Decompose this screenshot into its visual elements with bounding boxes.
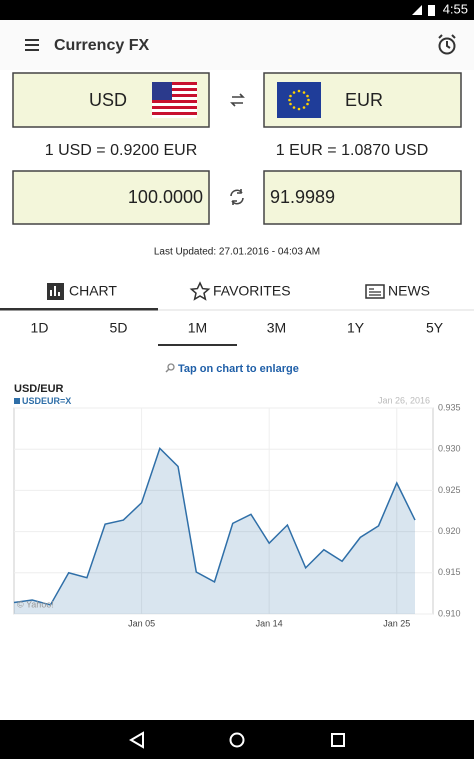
app-bar	[0, 20, 474, 70]
x-tick-label: Jan 14	[256, 618, 283, 628]
range-option[interactable]: 5Y	[426, 320, 444, 336]
chart-tab[interactable]: CHART	[47, 283, 117, 300]
recents-button[interactable]	[331, 733, 345, 747]
nav-bar	[0, 720, 474, 759]
menu-button[interactable]	[25, 39, 39, 51]
swap-button[interactable]	[230, 93, 245, 107]
news-tab[interactable]: NEWS	[365, 283, 430, 299]
chart-title: USD/EUR	[14, 383, 64, 395]
from-currency-code: USD	[89, 90, 127, 110]
line	[13, 446, 416, 606]
range-option[interactable]: 1M	[188, 320, 207, 336]
status-time: 4:55	[443, 1, 468, 16]
battery-icon	[428, 5, 435, 16]
from-amount-field[interactable]	[12, 170, 210, 225]
to-rate: 1 EUR = 1.0870 USD	[276, 142, 429, 159]
y-tick-label: 0.925	[438, 485, 461, 495]
app-title: Currency FX	[54, 37, 149, 54]
range-option[interactable]: 1Y	[347, 320, 365, 336]
to-amount-field[interactable]	[263, 170, 462, 225]
refresh-button[interactable]	[230, 189, 244, 205]
from-rate: 1 USD = 0.9200 EUR	[45, 142, 198, 159]
x-tick-label: Jan 05	[128, 618, 155, 628]
to-amount: 91.9989	[270, 187, 335, 207]
x-tick-label: Jan 25	[383, 618, 410, 628]
hint-text: Tap on chart to enlarge	[178, 363, 299, 375]
back-button[interactable]	[129, 731, 144, 749]
y-tick-label: 0.915	[438, 567, 461, 577]
y-tick-label: 0.920	[438, 526, 461, 536]
watermark: © Yahoo!	[17, 599, 54, 609]
range-indicator	[158, 344, 237, 346]
favorites-tab[interactable]: FAVORITES	[189, 281, 291, 301]
y-tick-label: 0.935	[438, 402, 461, 412]
status-bar	[0, 0, 474, 20]
range-option[interactable]: 1D	[31, 320, 49, 336]
tab-indicator	[0, 308, 158, 311]
home-button[interactable]	[229, 732, 245, 748]
tab-label: CHART	[69, 283, 117, 299]
chart[interactable]: USD/EUR Jan 26, 2016 0.910 0.915 0.920 0.92…	[13, 383, 461, 628]
last-updated: Last Updated: 27.01.2016 - 04:03 AM	[154, 247, 320, 258]
from-amount: 100.0000	[128, 187, 203, 207]
signal-icon	[412, 5, 422, 15]
legend-swatch	[14, 398, 20, 404]
y-tick-label: 0.930	[438, 444, 461, 454]
legend-label: USDEUR=X	[22, 396, 71, 406]
to-currency-code: EUR	[345, 90, 383, 110]
us-flag	[152, 82, 197, 118]
range-option[interactable]: 3M	[267, 320, 286, 336]
enlarge-hint[interactable]: Tap on chart to enlarge	[165, 363, 299, 375]
plot-area	[13, 407, 434, 615]
eu-flag	[277, 82, 321, 118]
y-tick-label: 0.910	[438, 608, 461, 618]
alarm-button[interactable]	[438, 34, 456, 55]
range-selector: 1D 5D 1M 3M 1Y 5Y	[31, 320, 444, 336]
tab-label: FAVORITES	[213, 283, 291, 299]
area	[14, 448, 415, 614]
tab-label: NEWS	[388, 283, 430, 299]
chart-date: Jan 26, 2016	[378, 395, 430, 405]
range-option[interactable]: 5D	[110, 320, 128, 336]
